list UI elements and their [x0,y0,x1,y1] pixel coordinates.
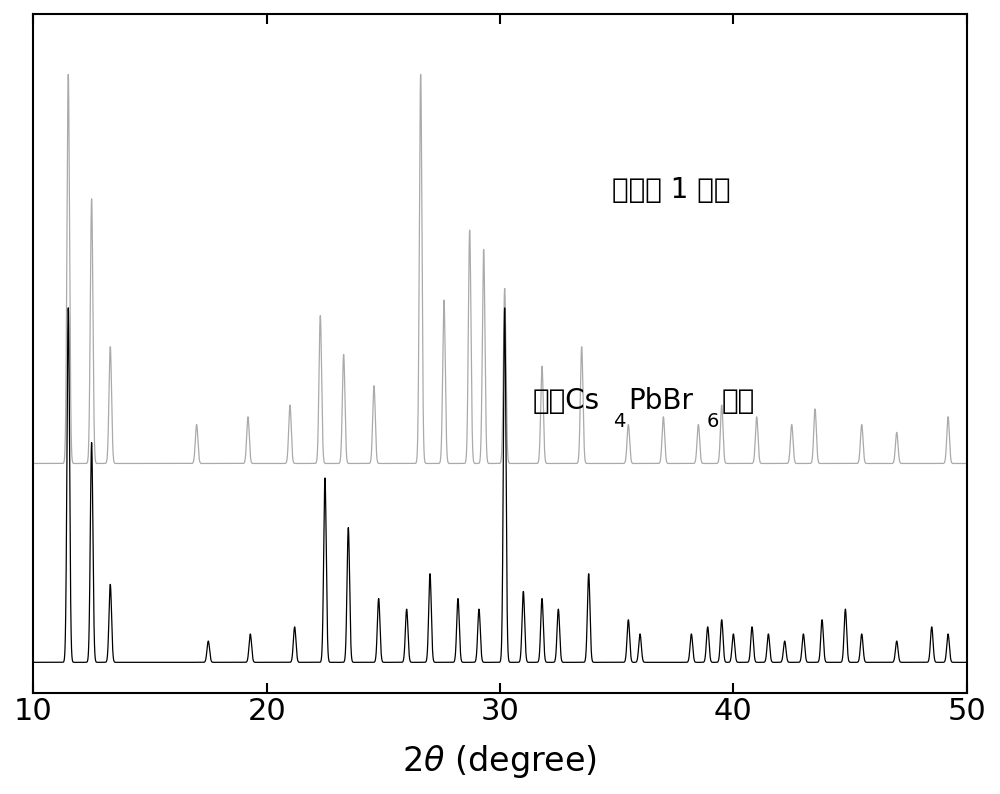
X-axis label: 2$\theta$ (degree): 2$\theta$ (degree) [402,743,598,781]
Text: PbBr: PbBr [628,387,693,414]
Text: 卡片: 卡片 [722,387,755,414]
Text: 4: 4 [614,411,626,430]
Text: 实施例 1 产物: 实施例 1 产物 [612,176,731,204]
Text: 标准Cs: 标准Cs [533,387,600,414]
Text: 6: 6 [707,411,719,430]
